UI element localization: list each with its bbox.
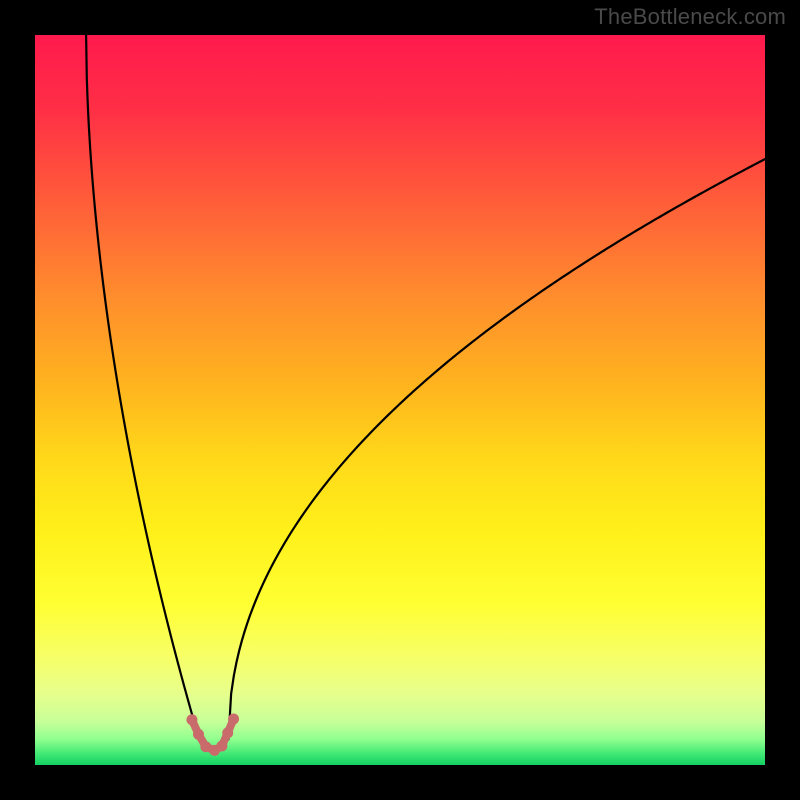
valley-marker-dot (228, 714, 239, 725)
curve-right (228, 159, 765, 739)
curve-left (86, 35, 199, 739)
valley-marker-dot (222, 727, 233, 738)
plot-area (35, 35, 765, 765)
curve-layer (35, 35, 765, 765)
valley-marker-dot (186, 714, 197, 725)
chart-canvas: TheBottleneck.com (0, 0, 800, 800)
valley-marker-dot (193, 729, 204, 740)
watermark-text: TheBottleneck.com (594, 4, 786, 30)
valley-marker-dot (216, 741, 227, 752)
